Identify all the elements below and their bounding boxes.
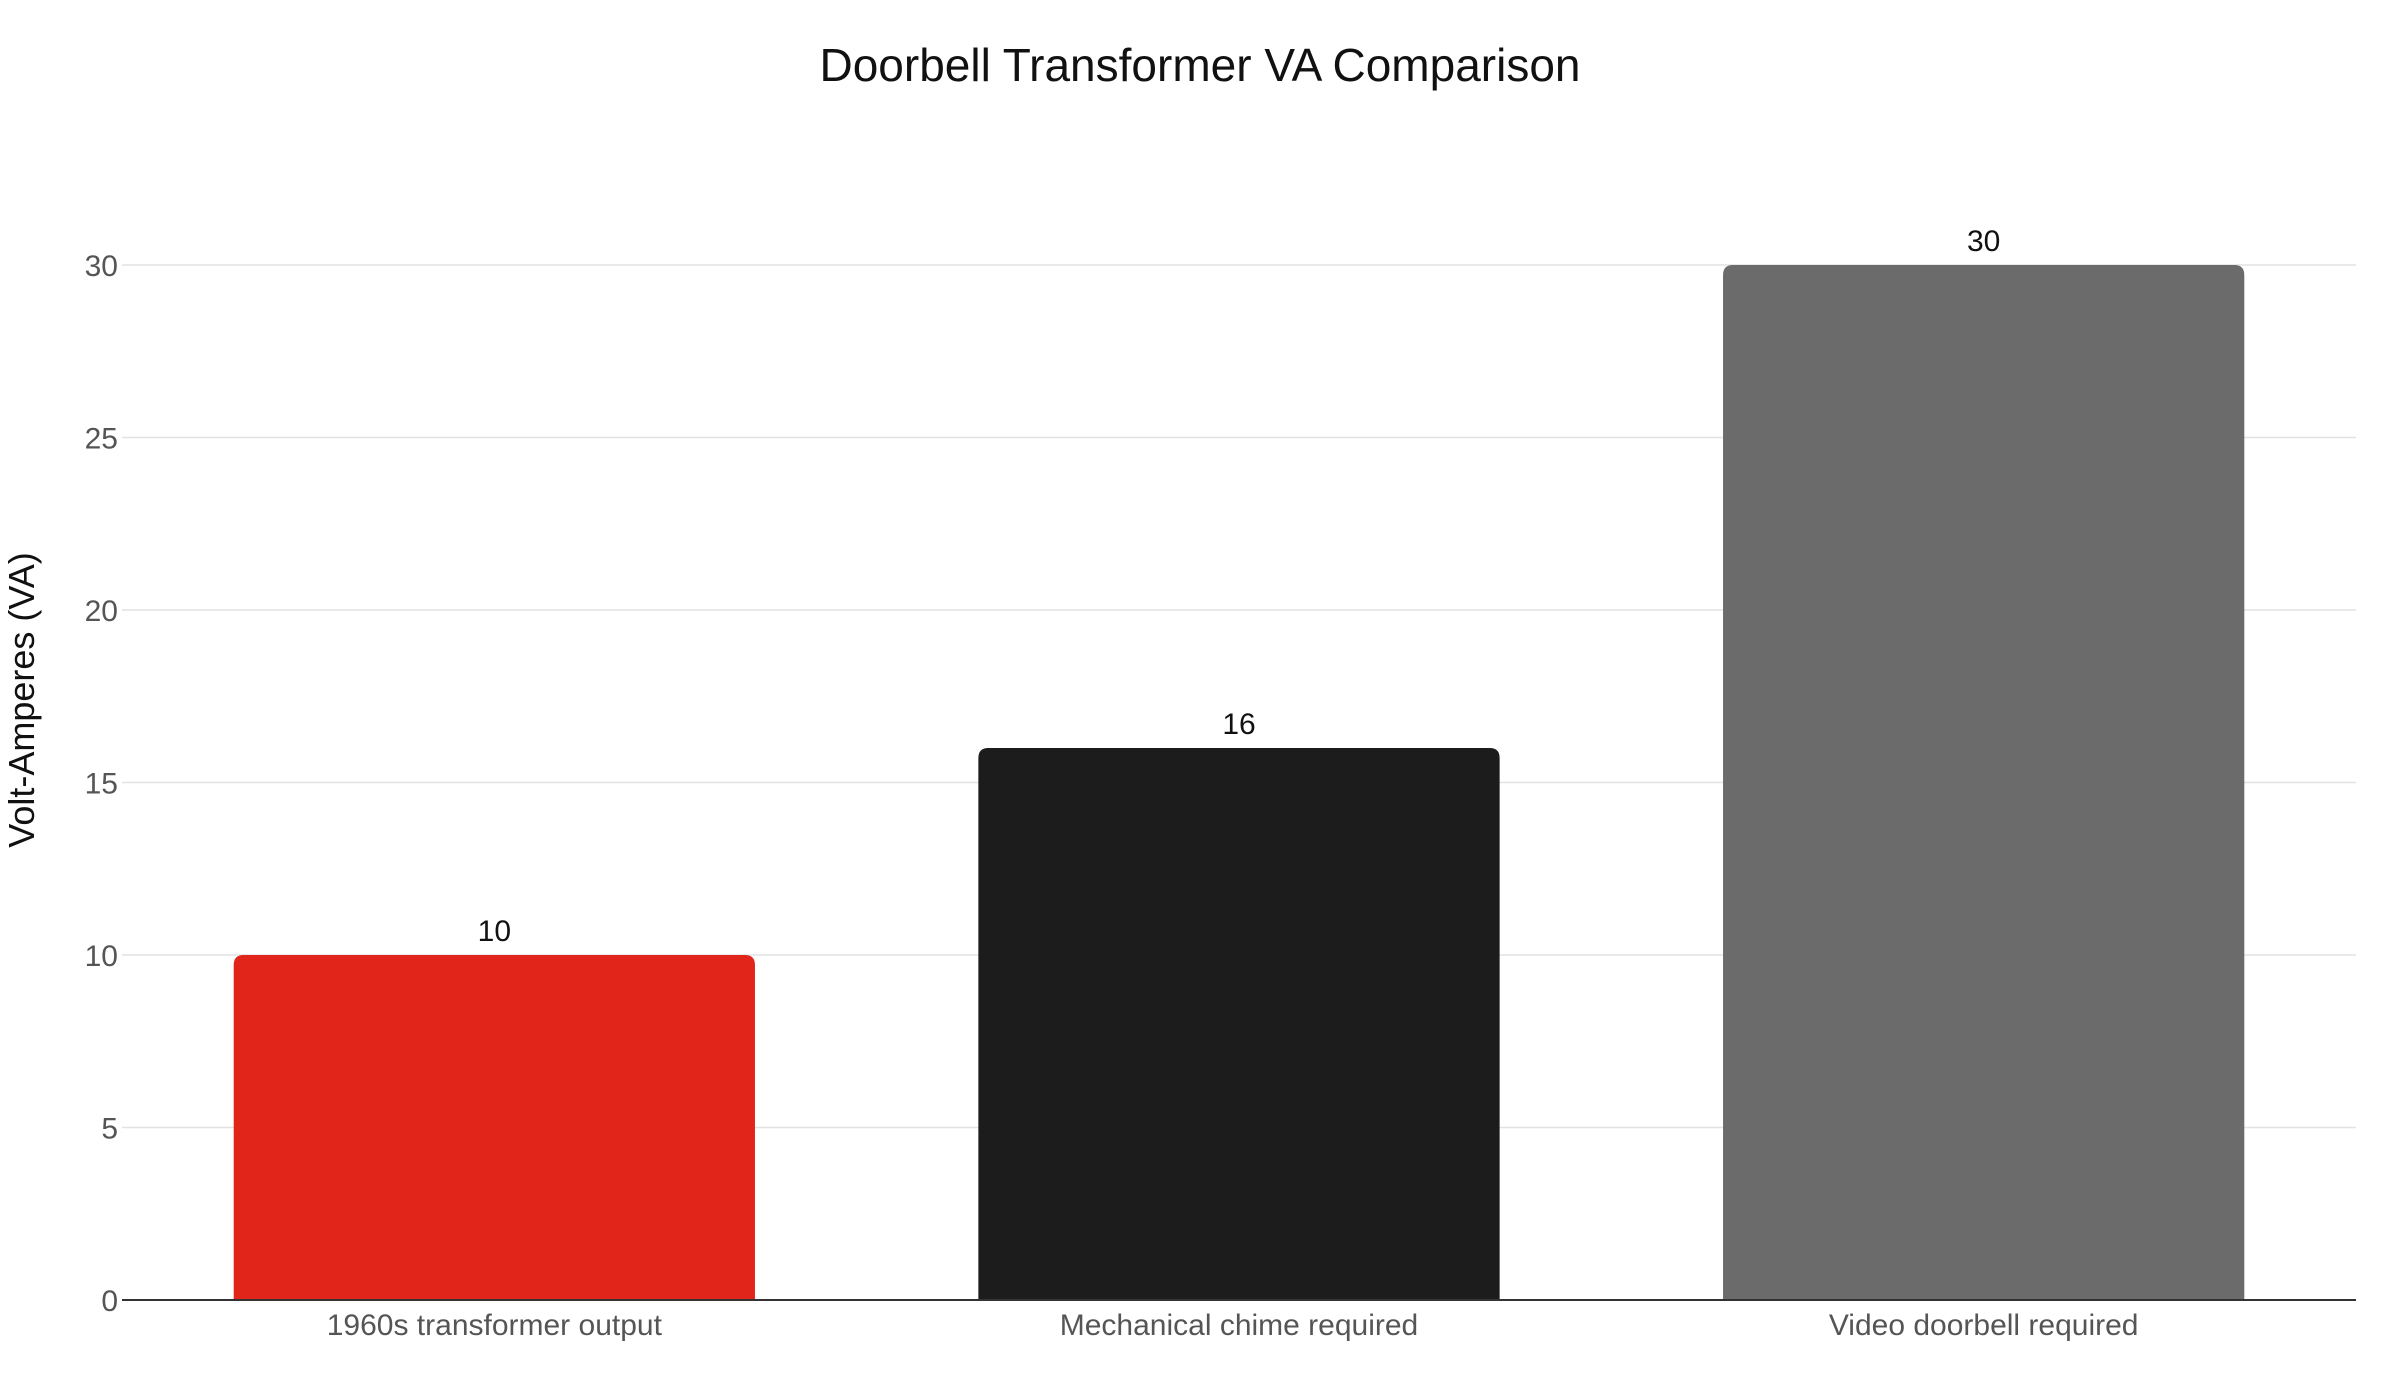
data-label: 10 — [478, 915, 511, 948]
chart-title: Doorbell Transformer VA Comparison — [819, 39, 1581, 91]
y-tick-label: 5 — [101, 1113, 118, 1146]
y-tick-label: 20 — [85, 595, 118, 628]
y-tick-label: 0 — [101, 1285, 118, 1318]
bar — [1723, 265, 2245, 1300]
y-tick-label: 15 — [85, 768, 118, 801]
x-tick-label: Mechanical chime required — [1060, 1309, 1419, 1342]
y-tick-label: 10 — [85, 940, 118, 973]
bar — [233, 955, 755, 1300]
data-label: 16 — [1222, 708, 1255, 741]
x-tick-label: 1960s transformer output — [327, 1309, 663, 1342]
x-tick-label: Video doorbell required — [1829, 1309, 2139, 1342]
y-tick-label: 30 — [85, 250, 118, 283]
y-tick-label: 25 — [85, 423, 118, 456]
bar — [978, 748, 1500, 1300]
data-label: 30 — [1967, 225, 2000, 258]
